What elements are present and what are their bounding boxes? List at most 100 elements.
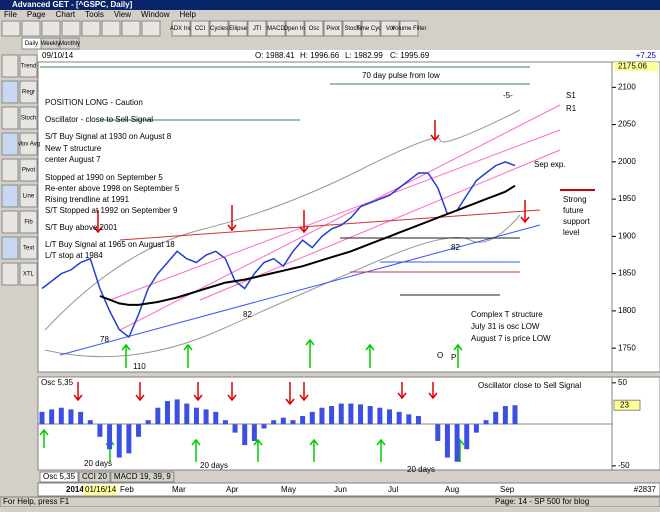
indicator-tab[interactable] (110, 471, 175, 483)
arrow-head (191, 438, 201, 446)
osc-bar (329, 406, 335, 425)
toolbar-button[interactable] (190, 20, 210, 37)
side-button[interactable] (19, 262, 38, 286)
side-button[interactable] (19, 132, 38, 156)
status-count: #2837 (634, 485, 657, 494)
annotation: Stopped at 1990 on September 5 (45, 173, 163, 182)
osc-bar (493, 411, 499, 425)
toolbar-icon[interactable] (61, 20, 81, 37)
side-button[interactable] (19, 106, 38, 130)
side-icon[interactable] (1, 210, 19, 234)
toolbar-icon[interactable] (101, 20, 121, 37)
toolbar-button[interactable] (266, 20, 286, 37)
indicator-tab-label: CCI 20 (82, 472, 107, 481)
arrow-head (227, 224, 237, 232)
toolbar-button[interactable] (304, 20, 324, 37)
toolbar-button[interactable] (247, 20, 267, 37)
toolbar-button[interactable] (285, 20, 305, 37)
indicator-tab-label: MACD 19, 39, 9 (114, 472, 171, 481)
toolbar-icon[interactable] (21, 20, 41, 37)
side-icon[interactable] (1, 236, 19, 260)
annotation: -5- (503, 91, 513, 100)
annotation: S/T Buy above 2001 (45, 223, 118, 232)
timeframe-tab[interactable] (59, 37, 80, 50)
y-tick-label: 2050 (618, 120, 636, 129)
menu-item[interactable]: Help (179, 10, 196, 19)
toolbar-button[interactable] (399, 20, 419, 37)
osc-bar (203, 409, 209, 425)
side-button[interactable] (19, 236, 38, 260)
osc-bar (435, 424, 441, 441)
osc-bar (415, 416, 421, 425)
annotation: 20 days (84, 459, 112, 468)
toolbar-icon[interactable] (141, 20, 161, 37)
arrow-head (227, 394, 237, 402)
menu-item[interactable]: Tools (85, 10, 104, 19)
arrow-head (183, 343, 193, 351)
side-icon[interactable] (1, 158, 19, 182)
menu-item[interactable]: Chart (56, 10, 76, 19)
osc-bar (512, 405, 518, 425)
timeframe-label: Weekly (41, 41, 61, 47)
toolbar-label: Osc (309, 26, 320, 32)
osc-bar (126, 424, 132, 454)
arrow-head (428, 392, 438, 400)
side-button[interactable] (19, 158, 38, 182)
side-button[interactable] (19, 80, 38, 104)
osc-bar (319, 407, 325, 425)
toolbar-label: Cycles (210, 26, 228, 32)
side-icon[interactable] (1, 54, 19, 78)
indicator-tab[interactable] (39, 471, 79, 483)
toolbar-button[interactable] (209, 20, 229, 37)
toolbar-icon[interactable] (1, 20, 21, 37)
annotation: August 7 is price LOW (471, 334, 551, 343)
quote-high: H: 1996.66 (300, 51, 340, 60)
side-button[interactable] (19, 184, 38, 208)
annotation: support (563, 217, 590, 226)
toolbar-icon[interactable] (41, 20, 61, 37)
y-tick-label: 1850 (618, 269, 636, 278)
osc-bar (116, 424, 122, 458)
annotation: O (437, 351, 443, 360)
menu-item[interactable]: Page (27, 10, 46, 19)
annotation: S/T Buy Signal at 1930 on August 8 (45, 132, 172, 141)
side-label: Pivot (22, 168, 36, 174)
side-icon[interactable] (1, 262, 19, 286)
toolbar-button[interactable] (342, 20, 362, 37)
toolbar-label: Pivot (326, 26, 340, 32)
annotation: New T structure (45, 144, 102, 153)
side-icon[interactable] (1, 80, 19, 104)
side-icon[interactable] (1, 106, 19, 130)
osc-bar (358, 404, 364, 425)
toolbar-button[interactable] (323, 20, 343, 37)
osc-bar (309, 411, 315, 425)
side-button[interactable] (19, 210, 38, 234)
trendline (199, 149, 561, 301)
toolbar-icon[interactable] (81, 20, 101, 37)
indicator-tab[interactable] (78, 471, 111, 483)
toolbar-button[interactable] (361, 20, 381, 37)
side-button[interactable] (19, 54, 38, 78)
menu-item[interactable]: Window (141, 10, 170, 19)
osc-bar (444, 424, 450, 458)
toolbar-icon[interactable] (121, 20, 141, 37)
toolbar-button[interactable] (228, 20, 248, 37)
toolbar-button[interactable] (171, 20, 191, 37)
osc-bar (232, 424, 238, 433)
toolbar-button[interactable] (380, 20, 400, 37)
quote-date: 09/10/14 (42, 51, 74, 60)
menu-item[interactable]: File (4, 10, 17, 19)
osc-bar (193, 407, 199, 425)
signal-arrows (39, 120, 530, 462)
menu-item[interactable]: View (114, 10, 131, 19)
osc-bar (213, 411, 219, 425)
quote-bar (38, 50, 660, 62)
toolbar-label: Time Cycle (356, 26, 386, 32)
timeframe-label: Monthly (59, 41, 80, 47)
y-tick-label: 1950 (618, 194, 636, 203)
top-label-box (614, 62, 658, 71)
side-icon[interactable] (1, 132, 19, 156)
osc-bar (406, 414, 412, 425)
side-icon[interactable] (1, 184, 19, 208)
toolbar-label: Open Int (283, 26, 306, 32)
